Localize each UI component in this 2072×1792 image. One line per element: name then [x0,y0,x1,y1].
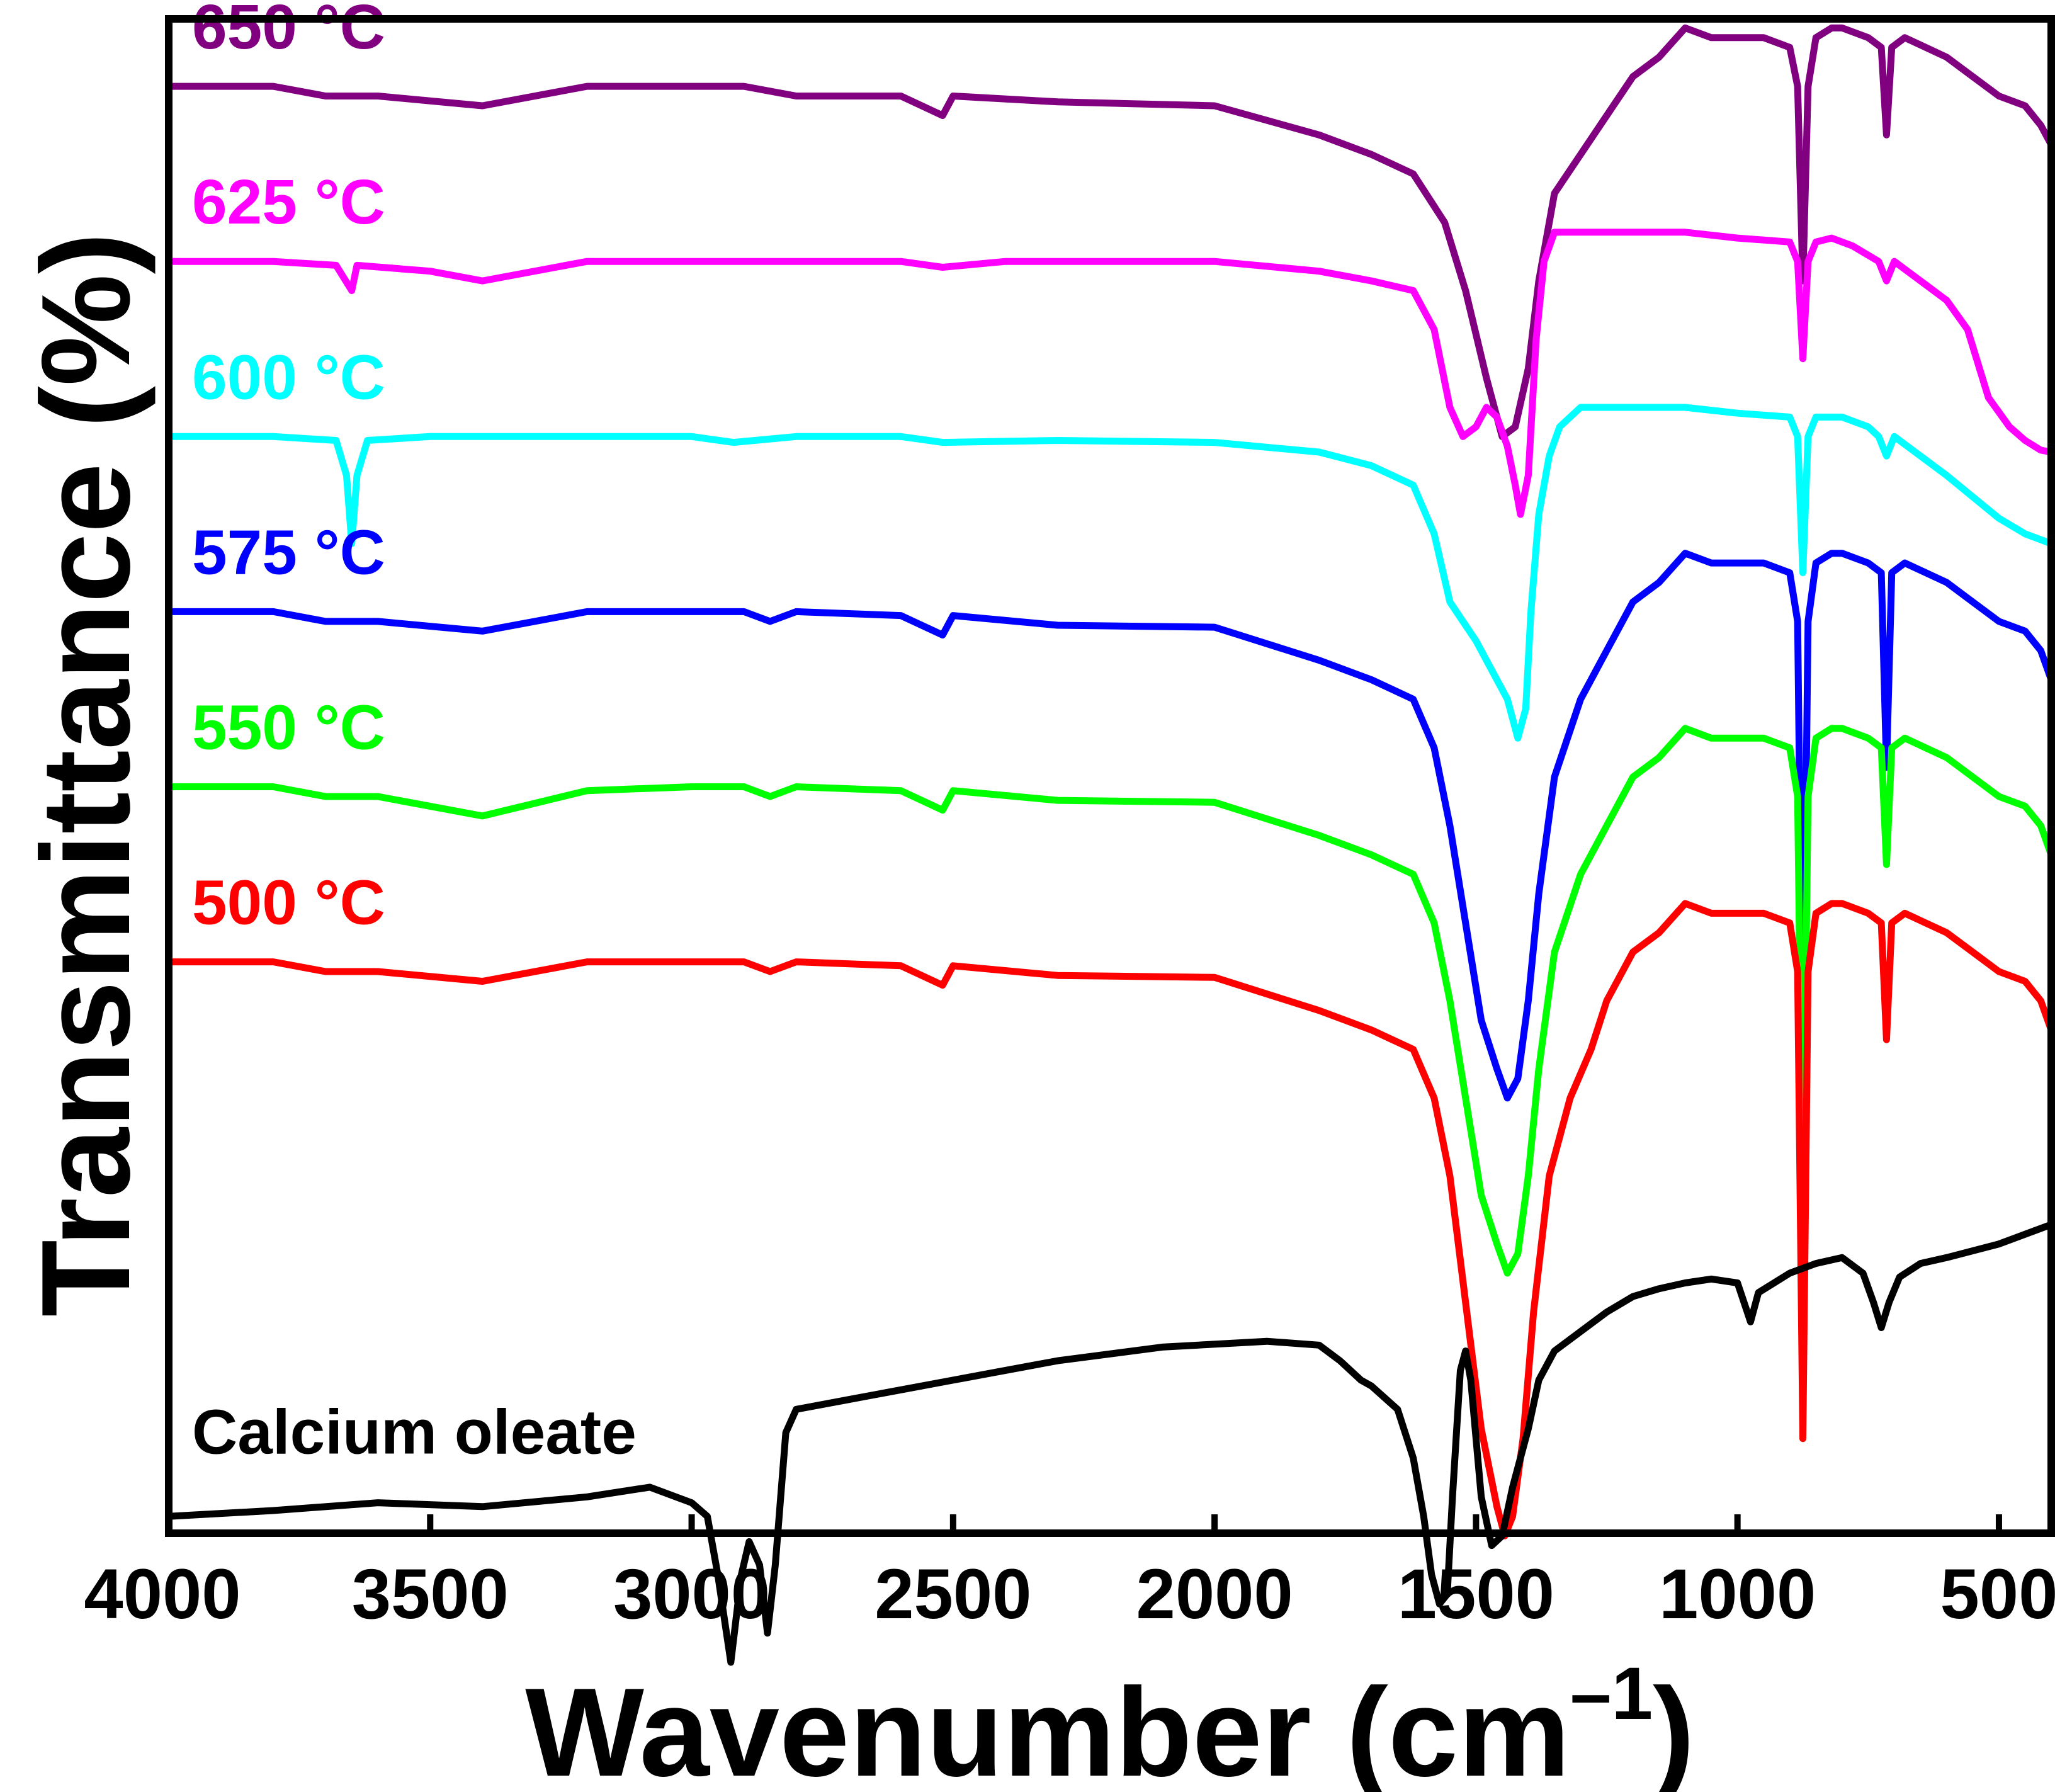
x-axis-title: Wavenumber (cm–1) [525,1652,1695,1792]
series-line-3 [165,550,2055,1102]
x-axis-title-sup: –1 [1570,1652,1653,1735]
x-tick-label: 3500 [352,1555,509,1633]
series-line-2 [165,404,2055,742]
series-line-0 [165,24,2055,440]
x-tick-label: 2000 [1136,1555,1293,1633]
x-tick-label: 3000 [613,1555,770,1633]
x-tick-label: 1000 [1659,1555,1816,1633]
series-labels: 650 °C 625 °C 600 °C 575 °C 550 °C 500 °C Calc… [192,0,637,1467]
series-label: 625 °C [192,167,385,237]
x-axis-title-main: Wavenumber (cm [525,1662,1570,1792]
series-label: 500 °C [192,868,385,938]
series-line-1 [165,229,2055,518]
series-label: Calcium oleate [192,1397,637,1467]
x-axis-ticks: 4000 3500 3000 2500 2000 1500 1000 500 [84,1514,2058,1633]
series-label: 550 °C [192,693,385,763]
x-axis-title-close: ) [1653,1662,1695,1792]
x-tick-label: 4000 [84,1555,241,1633]
plot-lines [165,24,2055,1666]
plot-frame [165,15,2055,1537]
series-label: 600 °C [192,342,385,412]
series-label: 575 °C [192,517,385,587]
series-line-4 [165,725,2055,1277]
x-tick-label: 500 [1940,1555,2058,1633]
x-tick-label: 1500 [1398,1555,1554,1633]
x-tick-label: 2500 [875,1555,1031,1633]
series-label: 650 °C [192,0,385,62]
y-axis-title: Transmittance (%) [16,232,156,1317]
series-line-5 [165,900,2055,1540]
series-line-6 [165,1221,2055,1666]
